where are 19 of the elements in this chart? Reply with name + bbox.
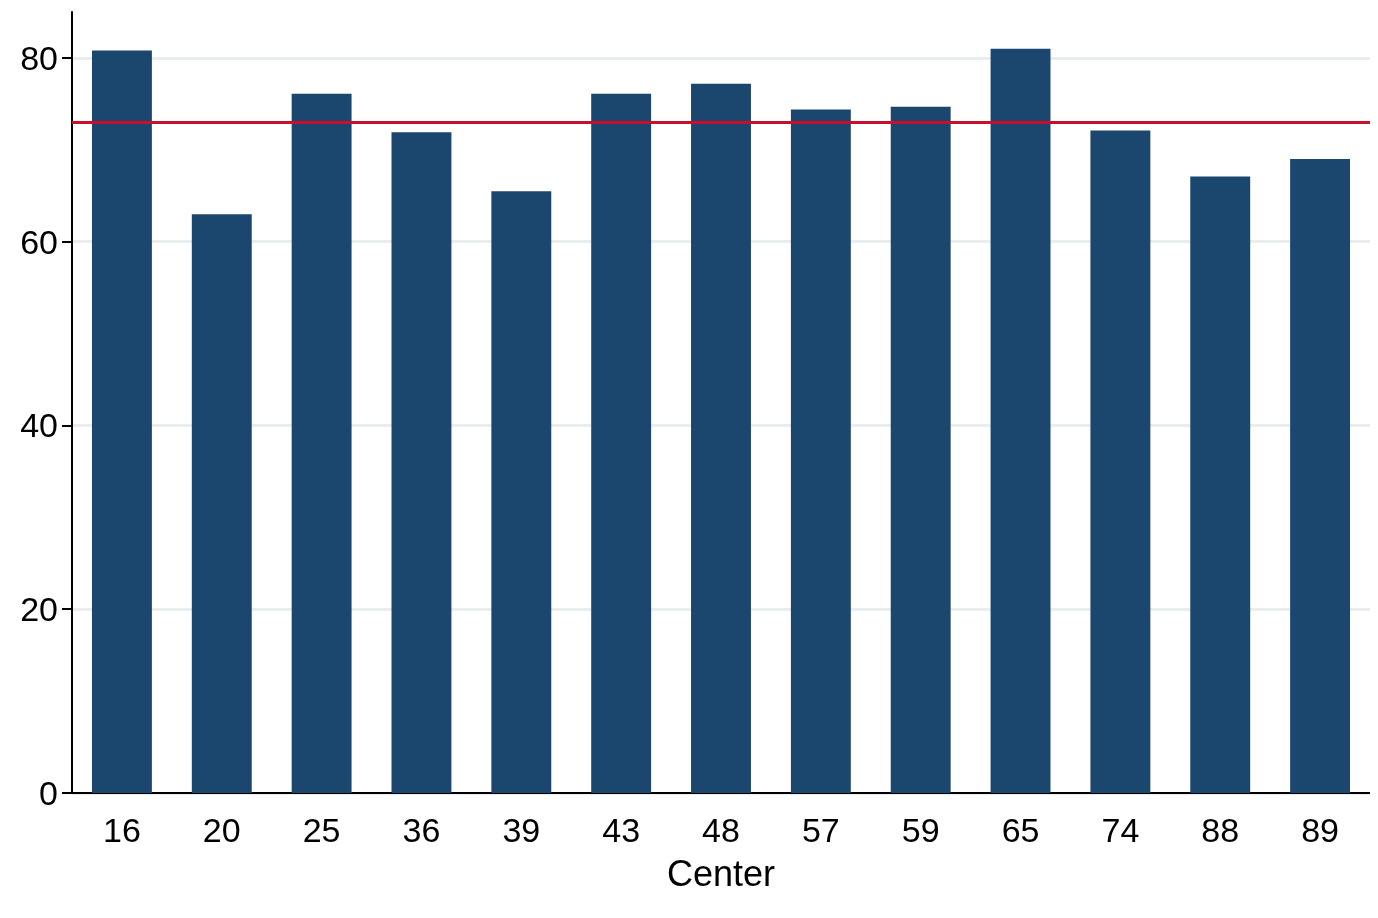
x-tick-label: 43: [602, 811, 641, 849]
x-tick-label: 36: [402, 811, 441, 849]
x-tick-label: 39: [502, 811, 541, 849]
y-tick-label: 20: [20, 590, 58, 629]
x-tick-label: 74: [1101, 811, 1140, 849]
x-tick-label: 59: [901, 811, 940, 849]
y-tick-label: 0: [39, 774, 58, 812]
y-tick-label: 80: [20, 38, 58, 77]
x-tick-label: 16: [103, 811, 141, 849]
x-tick-label: 88: [1201, 811, 1240, 849]
x-axis-title: Center: [666, 852, 776, 894]
y-tick-label: 40: [20, 406, 58, 445]
x-tick-label: 25: [302, 811, 341, 849]
y-tick-label: 60: [20, 222, 58, 261]
x-tick-label: 57: [801, 811, 840, 849]
x-tick-label: 20: [202, 811, 241, 849]
x-tick-label: 89: [1301, 811, 1339, 849]
x-tick-label: 65: [1001, 811, 1040, 849]
x-tick-label: 48: [702, 811, 740, 849]
